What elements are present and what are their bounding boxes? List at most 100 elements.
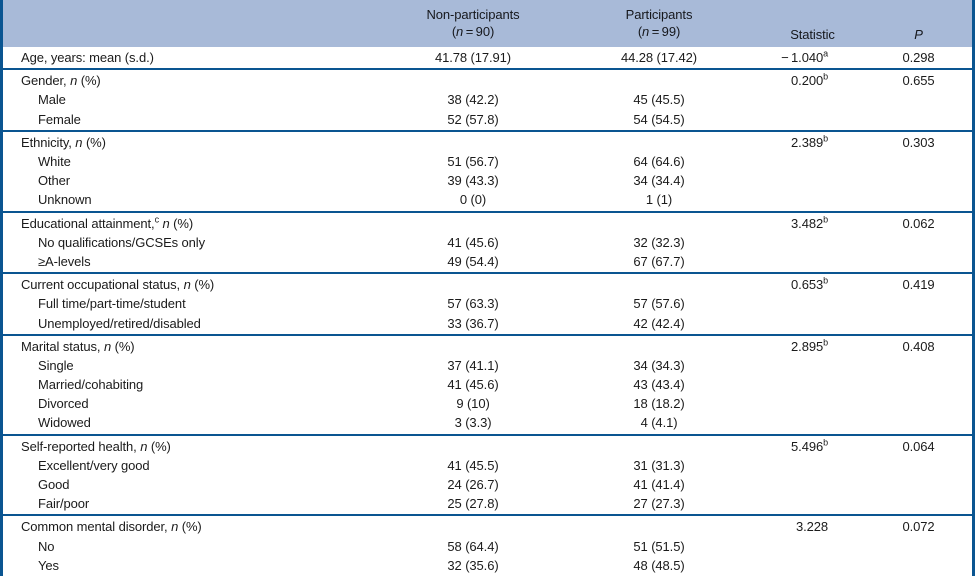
row-label: Educational attainment,c n (%) xyxy=(21,215,194,231)
statistic-footnote-marker: b xyxy=(823,133,828,144)
table-row: Excellent/very good 41 (45.5) 31 (31.3) xyxy=(3,456,972,475)
cell-nonparticipants: 41.78 (17.91) xyxy=(434,50,512,66)
statistic-footnote-marker: b xyxy=(823,214,828,225)
cell-participants: 34 (34.3) xyxy=(633,357,685,373)
table-row: Other 39 (43.3) 34 (34.4) xyxy=(3,171,972,190)
table-row: Educational attainment,c n (%) 3.482b 0.06… xyxy=(3,214,972,233)
row-label: Female xyxy=(38,111,81,127)
cell-nonparticipants: 32 (35.6) xyxy=(447,557,499,573)
table-row: Single 37 (41.1) 34 (34.3) xyxy=(3,356,972,375)
table-section: Common mental disorder, n (%) 3.228 0.072 N… xyxy=(3,514,972,576)
cell-nonparticipants: 9 (10) xyxy=(456,396,490,412)
cell-statistic: 0.200b xyxy=(791,71,828,89)
cell-nonparticipants: 38 (42.2) xyxy=(447,92,499,108)
row-label: Married/cohabiting xyxy=(38,377,144,393)
cell-statistic: 3.228 xyxy=(795,519,828,535)
table-row: Yes 32 (35.6) 48 (48.5) xyxy=(3,556,972,575)
cell-participants: 44.28 (17.42) xyxy=(620,50,698,66)
statistic-footnote-marker: b xyxy=(823,337,828,348)
cell-participants: 42 (42.4) xyxy=(633,315,685,331)
cell-participants: 67 (67.7) xyxy=(633,253,685,269)
cell-participants: 45 (45.5) xyxy=(633,92,685,108)
cell-participants: 41 (41.4) xyxy=(633,477,685,493)
row-label: Good xyxy=(38,477,70,493)
cell-participants: 48 (48.5) xyxy=(633,557,685,573)
header-nonparticipants-title: Non-participants xyxy=(426,7,520,22)
statistic-footnote-marker: b xyxy=(823,71,828,82)
cell-participants: 18 (18.2) xyxy=(633,396,685,412)
cell-statistic: 5.496b xyxy=(791,437,828,454)
header-participants: Participants (n = 99) xyxy=(558,0,760,47)
table-row: Age, years: mean (s.d.) 41.78 (17.91) 44.2… xyxy=(3,48,972,67)
cell-statistic: 0.653b xyxy=(791,275,828,293)
table-row: Self-reported health, n (%) 5.496b 0.064 xyxy=(3,437,972,456)
row-label: ≥A-levels xyxy=(38,253,91,269)
cell-nonparticipants: 39 (43.3) xyxy=(447,173,499,189)
table-header-row: Non-participants (n = 90) Participants (… xyxy=(3,0,972,47)
table-row: No qualifications/GCSEs only 41 (45.6) 32 … xyxy=(3,233,972,252)
row-label: Other xyxy=(38,173,71,189)
cell-participants: 34 (34.4) xyxy=(633,173,685,189)
row-label: Unknown xyxy=(38,192,92,208)
table-row: Full time/part-time/student 57 (63.3) 57 (… xyxy=(3,294,972,313)
table-row: White 51 (56.7) 64 (64.6) xyxy=(3,152,972,171)
table-row: Fair/poor 25 (27.8) 27 (27.3) xyxy=(3,494,972,513)
cell-pvalue: 0.408 xyxy=(902,338,935,354)
cell-pvalue: 0.655 xyxy=(902,73,935,89)
cell-statistic: − 1.040a xyxy=(781,48,828,66)
cell-nonparticipants: 41 (45.6) xyxy=(447,377,499,393)
cell-nonparticipants: 52 (57.8) xyxy=(447,111,499,127)
row-label: No qualifications/GCSEs only xyxy=(38,234,206,250)
table-section: Age, years: mean (s.d.) 41.78 (17.91) 44.2… xyxy=(3,47,972,68)
cell-participants: 43 (43.4) xyxy=(633,377,685,393)
cell-nonparticipants: 25 (27.8) xyxy=(447,496,499,512)
table-row: Widowed 3 (3.3) 4 (4.1) xyxy=(3,413,972,432)
row-label: Male xyxy=(38,92,66,108)
cell-participants: 1 (1) xyxy=(645,192,673,208)
cell-participants: 27 (27.3) xyxy=(633,496,685,512)
cell-nonparticipants: 33 (36.7) xyxy=(447,315,499,331)
statistic-footnote-marker: b xyxy=(823,437,828,448)
table-row: Current occupational status, n (%) 0.653b… xyxy=(3,275,972,294)
cell-statistic: 3.482b xyxy=(791,214,828,231)
cell-nonparticipants: 41 (45.5) xyxy=(447,457,499,473)
cell-participants: 31 (31.3) xyxy=(633,457,685,473)
statistic-footnote-marker: a xyxy=(823,48,828,59)
cell-nonparticipants: 3 (3.3) xyxy=(454,415,492,431)
cell-participants: 51 (51.5) xyxy=(633,538,685,554)
table-row: Male 38 (42.2) 45 (45.5) xyxy=(3,90,972,109)
cell-statistic: 2.895b xyxy=(791,337,828,354)
statistic-footnote-marker: b xyxy=(823,275,828,286)
cell-nonparticipants: 57 (63.3) xyxy=(447,296,499,312)
table-row: No 58 (64.4) 51 (51.5) xyxy=(3,537,972,556)
row-label: Self-reported health, n (%) xyxy=(21,438,171,454)
table-body: Age, years: mean (s.d.) 41.78 (17.91) 44.2… xyxy=(3,47,972,576)
cell-participants: 57 (57.6) xyxy=(633,296,685,312)
row-label: Ethnicity, n (%) xyxy=(21,134,106,150)
header-participants-title: Participants xyxy=(625,7,693,22)
row-label: Unemployed/retired/disabled xyxy=(38,315,201,331)
table-section: Marital status, n (%) 2.895b 0.408 Single 37… xyxy=(3,333,972,434)
row-label: White xyxy=(38,154,71,170)
row-label: Age, years: mean (s.d.) xyxy=(21,50,154,66)
cell-statistic: 2.389b xyxy=(791,133,828,150)
cell-nonparticipants: 41 (45.6) xyxy=(447,234,499,250)
table-row: Unknown 0 (0) 1 (1) xyxy=(3,190,972,209)
row-label: Current occupational status, n (%) xyxy=(21,277,215,293)
cell-nonparticipants: 37 (41.1) xyxy=(447,357,499,373)
row-label: Excellent/very good xyxy=(38,457,150,473)
table-section: Gender, n (%) 0.200b 0.655 Male 38 (42.2) 45 … xyxy=(3,68,972,130)
cell-nonparticipants: 24 (26.7) xyxy=(447,477,499,493)
cell-participants: 64 (64.6) xyxy=(633,154,685,170)
table-row: Good 24 (26.7) 41 (41.4) xyxy=(3,475,972,494)
table-row: Ethnicity, n (%) 2.389b 0.303 xyxy=(3,133,972,152)
row-label: Widowed xyxy=(38,415,91,431)
row-label: Common mental disorder, n (%) xyxy=(21,519,202,535)
header-nonparticipants-n: (n = 90) xyxy=(451,24,495,39)
table-row: Married/cohabiting 41 (45.6) 43 (43.4) xyxy=(3,375,972,394)
header-label-col xyxy=(3,0,388,47)
cell-pvalue: 0.072 xyxy=(902,519,935,535)
cell-pvalue: 0.298 xyxy=(902,50,935,66)
header-nonparticipants: Non-participants (n = 90) xyxy=(388,0,558,47)
